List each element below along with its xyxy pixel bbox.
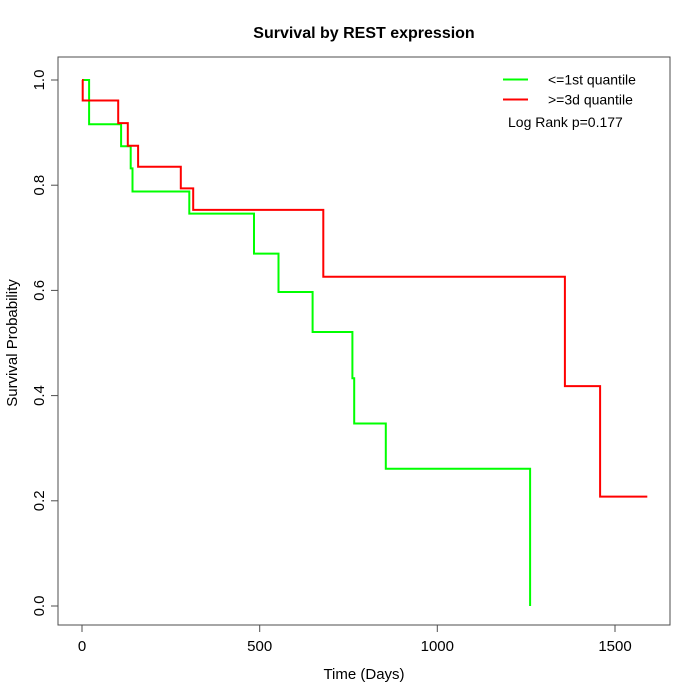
survival-curve-le-1st-quantile: [82, 79, 532, 606]
y-tick-label: 0.2: [31, 490, 48, 511]
y-tick-label: 0.6: [31, 280, 48, 301]
x-tick-label: 1000: [421, 638, 454, 655]
x-axis-title: Time (Days): [323, 666, 404, 683]
plot-area-border: [57, 56, 671, 626]
survival-curve-ge-3d-quantile: [81, 79, 648, 498]
y-tick-label: 0.0: [31, 596, 48, 617]
y-tick-label: 1.0: [31, 70, 48, 91]
y-tick-label: 0.4: [31, 385, 48, 406]
x-axis: 0 500 1000 1500 Time (Days): [78, 625, 632, 683]
y-tick-label: 0.8: [31, 175, 48, 196]
y-axis-title: Survival Probability: [4, 279, 21, 407]
plot-title: Survival by REST expression: [253, 25, 474, 42]
x-tick-label: 1500: [598, 638, 631, 655]
legend-label-ge-3d-quantile: >=3d quantile: [548, 92, 633, 108]
x-tick-label: 500: [247, 638, 272, 655]
log-rank-annotation: Log Rank p=0.177: [508, 114, 623, 130]
legend-label-le-1st-quantile: <=1st quantile: [548, 72, 636, 88]
x-tick-label: 0: [78, 638, 86, 655]
legend: <=1st quantile >=3d quantile Log Rank p=…: [503, 72, 636, 130]
y-axis: 0.0 0.2 0.4 0.6 0.8 1.0 Survival Probabi…: [4, 70, 58, 617]
